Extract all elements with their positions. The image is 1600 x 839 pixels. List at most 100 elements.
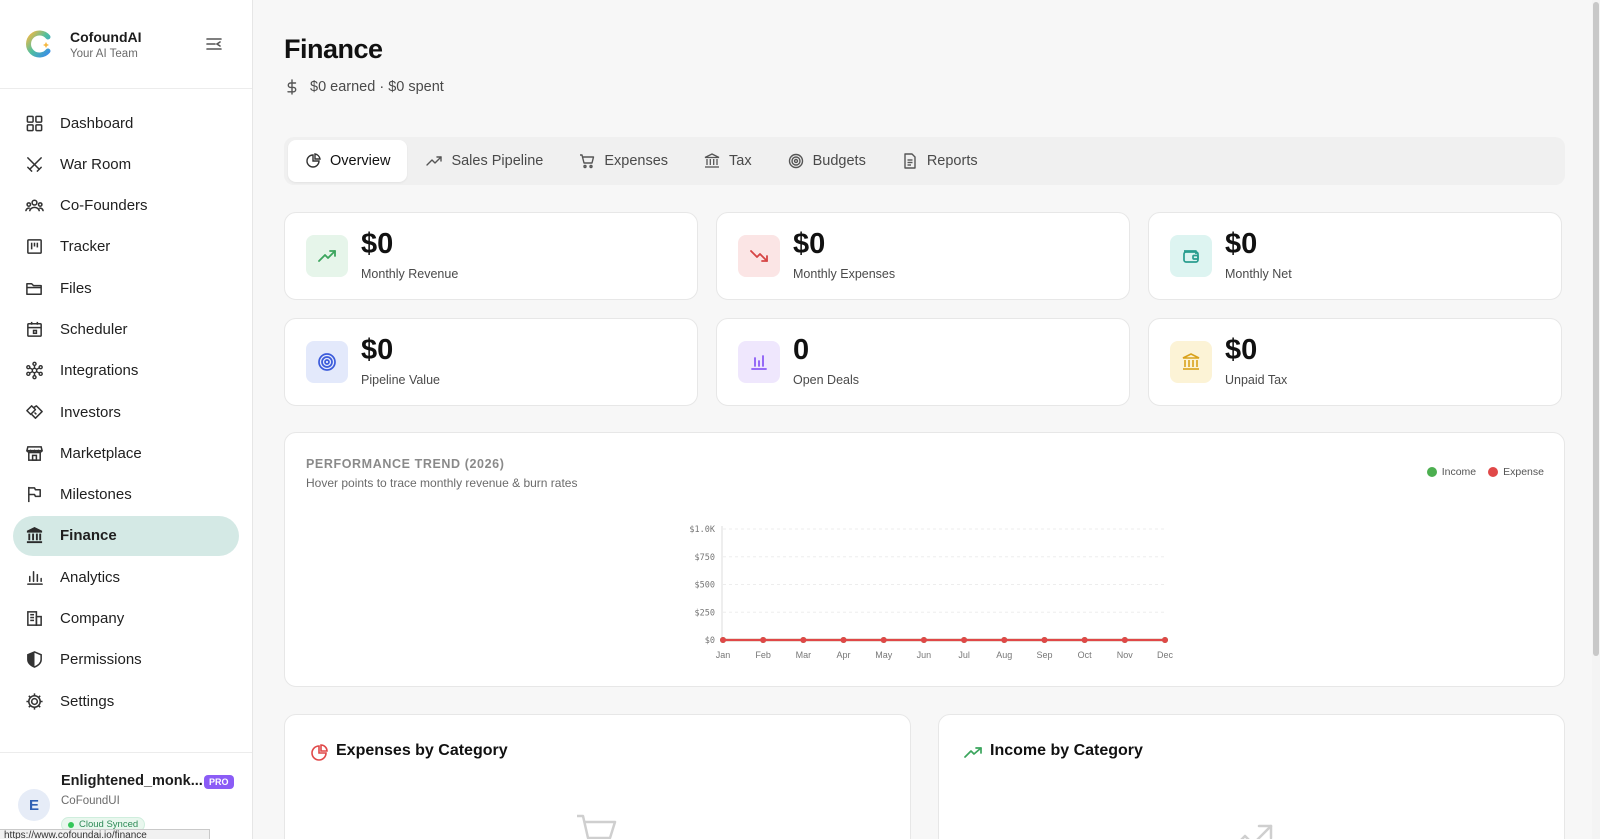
page-subtitle-text: $0 earned · $0 spent (310, 79, 444, 95)
target-icon (318, 353, 336, 371)
legend-label: Expense (1503, 466, 1544, 478)
x-tick-label: Apr (837, 650, 851, 660)
wallet-icon (1183, 250, 1199, 263)
shield-icon (27, 651, 42, 669)
empty-trend-icon (1240, 824, 1273, 839)
cart-icon (580, 154, 595, 169)
tab-overview[interactable]: Overview (288, 140, 408, 182)
tab-label: Tax (729, 153, 752, 169)
trend-title: PERFORMANCE TREND (2026) (306, 457, 505, 471)
data-point-expense (1081, 637, 1088, 643)
sidebar-item-finance[interactable]: Finance (13, 515, 239, 556)
flag-icon (28, 487, 41, 503)
finance-tabs: Overview Sales Pipeline Expenses Tax Bud… (284, 137, 1565, 185)
data-point-expense (840, 637, 847, 643)
sidebar-item-investors[interactable]: Investors (13, 392, 239, 432)
sidebar-item-marketplace[interactable]: Marketplace (13, 433, 239, 473)
sync-status-label: Cloud Synced (79, 819, 139, 830)
stat-label: Monthly Net (1225, 267, 1292, 281)
stat-value: $0 (793, 228, 826, 260)
sidebar-item-milestones[interactable]: Milestones (13, 475, 239, 515)
stat-card-monthly-net[interactable]: $0 Monthly Net (1148, 212, 1562, 300)
network-icon (26, 361, 43, 380)
card-title: Expenses by Category (336, 742, 508, 759)
pro-badge: PRO (204, 775, 234, 789)
sidebar-item-analytics[interactable]: Analytics (13, 557, 239, 597)
trend-subtitle: Hover points to trace monthly revenue & … (306, 476, 578, 490)
page-scrollbar[interactable] (1592, 0, 1600, 839)
expenses-by-category-card: Expenses by Category (284, 714, 911, 839)
stat-value: $0 (1225, 334, 1258, 366)
stat-value: $0 (361, 228, 394, 260)
stat-icon-box (738, 341, 780, 383)
tab-label: Overview (330, 153, 391, 169)
target-icon (788, 153, 803, 169)
stat-card-open-deals[interactable]: 0 Open Deals (716, 318, 1130, 406)
data-point-expense (720, 637, 726, 643)
x-tick-label: Dec (1157, 650, 1174, 660)
sidebar-item-integrations[interactable]: Integrations (13, 351, 239, 391)
user-profile[interactable]: E Enlightened_monk... PRO CoFoundUI Clou… (0, 752, 252, 839)
sidebar-item-war-room[interactable]: War Room (13, 144, 239, 184)
page-title: Finance (284, 34, 383, 64)
sidebar-item-label: Files (60, 279, 92, 297)
trending-up-icon (318, 250, 336, 262)
data-point-expense (1162, 637, 1168, 643)
chart-legend: Income Expense (1415, 466, 1544, 478)
performance-trend-chart[interactable]: $0 $250 $500 $750 $1.0K Jan Feb Mar Apr May Jun Jul… (285, 433, 1566, 688)
tab-label: Reports (926, 153, 978, 169)
stat-value: $0 (361, 334, 394, 366)
sidebar-item-tracker[interactable]: Tracker (13, 227, 239, 267)
user-name: Enlightened_monk... (61, 773, 203, 789)
stat-label: Pipeline Value (361, 373, 440, 387)
legend-item-income[interactable]: Income (1426, 466, 1476, 478)
trending-down-icon (750, 250, 768, 262)
sidebar-item-company[interactable]: Company (13, 599, 239, 639)
tab-expenses[interactable]: Expenses (562, 140, 685, 182)
tab-reports[interactable]: Reports (885, 140, 995, 182)
stat-card-unpaid-tax[interactable]: $0 Unpaid Tax (1148, 318, 1562, 406)
sidebar-item-co-founders[interactable]: Co-Founders (13, 186, 239, 226)
y-tick-label: $1.0K (689, 525, 715, 535)
bar-chart-icon (27, 570, 43, 585)
x-tick-label: May (875, 650, 893, 660)
gear-icon (26, 693, 43, 710)
scrollbar-thumb[interactable] (1593, 2, 1599, 656)
swords-icon (27, 156, 42, 172)
store-icon (25, 445, 44, 461)
stat-card-monthly-expenses[interactable]: $0 Monthly Expenses (716, 212, 1130, 300)
avatar[interactable]: E (18, 789, 50, 821)
performance-trend-card: PERFORMANCE TREND (2026) Hover points to… (284, 432, 1565, 687)
brand-logo-icon[interactable] (24, 29, 54, 59)
x-tick-label: Mar (796, 650, 812, 660)
stat-card-monthly-revenue[interactable]: $0 Monthly Revenue (284, 212, 698, 300)
brand-text: CofoundAI Your AI Team (70, 29, 142, 60)
sidebar-item-scheduler[interactable]: Scheduler (13, 309, 239, 349)
legend-item-expense[interactable]: Expense (1488, 466, 1544, 478)
tab-tax[interactable]: Tax (687, 140, 769, 182)
user-org: CoFoundUI (61, 795, 120, 807)
legend-dot-icon (1426, 467, 1437, 477)
bank-icon (26, 527, 43, 544)
y-tick-label: $500 (695, 581, 715, 591)
sidebar-item-label: Company (60, 610, 125, 628)
stat-card-pipeline-value[interactable]: $0 Pipeline Value (284, 318, 698, 406)
sidebar-item-dashboard[interactable]: Dashboard (13, 103, 239, 143)
stat-value: $0 (1225, 228, 1258, 260)
legend-dot-icon (1488, 467, 1499, 477)
data-point-expense (1001, 637, 1008, 643)
tab-budgets[interactable]: Budgets (771, 140, 883, 182)
pie-chart-icon (311, 744, 328, 761)
sidebar-item-files[interactable]: Files (13, 268, 239, 308)
document-icon (904, 153, 916, 169)
data-point-expense (880, 637, 887, 643)
page-subtitle: $0 earned · $0 spent (284, 79, 444, 95)
tab-sales-pipeline[interactable]: Sales Pipeline (409, 140, 560, 182)
sidebar-item-permissions[interactable]: Permissions (13, 640, 239, 680)
y-tick-label: $0 (705, 636, 715, 646)
sidebar-item-settings[interactable]: Settings (13, 681, 239, 721)
collapse-sidebar-icon[interactable] (204, 34, 224, 54)
sidebar-item-label: Scheduler (60, 320, 128, 338)
sidebar-item-label: Integrations (60, 362, 139, 380)
main-content: Finance $0 earned · $0 spent Overview Sa… (254, 0, 1600, 839)
